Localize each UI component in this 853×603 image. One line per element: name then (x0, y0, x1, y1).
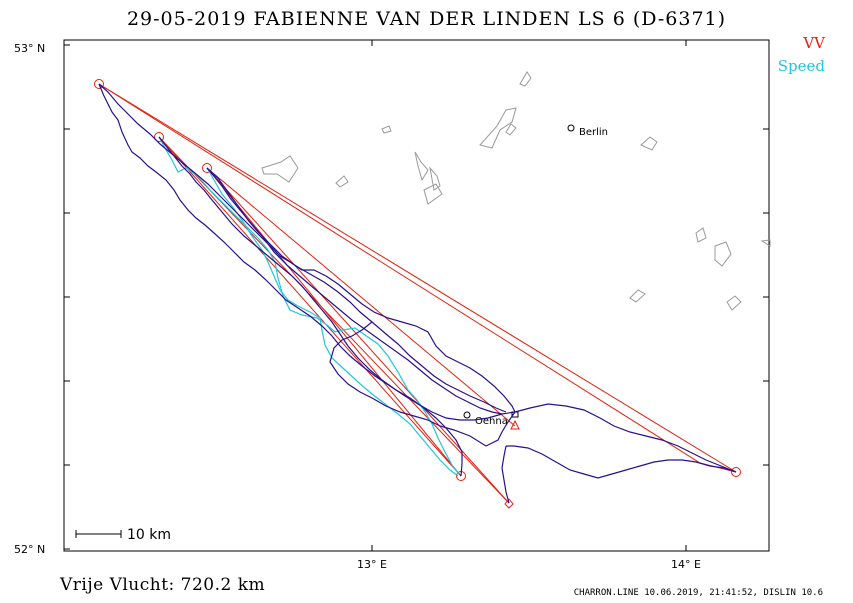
speed-track (158, 136, 460, 475)
y-label-top: 53° N (14, 42, 45, 55)
oehna-marker (463, 411, 471, 419)
x-label-13: 13° E (357, 558, 387, 571)
speed-track-2 (206, 167, 459, 477)
legend-speed: Speed (777, 57, 825, 75)
berlin-marker (567, 124, 575, 132)
legend-vv: VV (803, 34, 825, 52)
x-label-14: 14° E (671, 558, 701, 571)
y-ticks (64, 44, 769, 550)
scale-bar-label: 10 km (127, 527, 171, 543)
map-frame (63, 39, 770, 552)
page-title: 29-05-2019 FABIENNE VAN DER LINDEN LS 6 … (126, 8, 727, 30)
y-label-bottom: 52° N (14, 543, 45, 556)
credit-label: CHARRON.LINE 10.06.2019, 21:41:52, DISLI… (573, 588, 823, 598)
distance-label: Vrije Vlucht: 720.2 km (60, 575, 266, 595)
x-ticks (371, 40, 687, 551)
oehna-label: Oehna (475, 416, 508, 427)
flight-track (98, 83, 737, 504)
berlin-label: Berlin (579, 127, 608, 138)
scale-bar (75, 530, 122, 538)
turnpoint-markers (94, 79, 741, 509)
lake-outlines (261, 71, 771, 311)
task-lines (98, 83, 737, 504)
